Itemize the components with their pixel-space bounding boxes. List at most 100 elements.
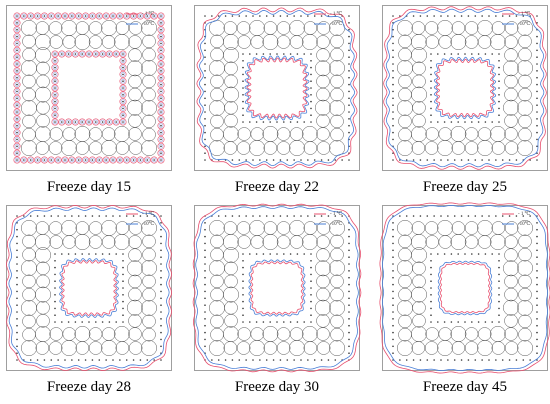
freeze-pipe <box>146 159 149 161</box>
freeze-pipe <box>16 28 18 31</box>
freeze-pipe <box>430 300 432 303</box>
frozen-zone-10 <box>14 48 20 53</box>
freeze-pipe <box>71 159 73 161</box>
freeze-pipe <box>16 228 18 231</box>
freeze-pipe <box>498 94 500 96</box>
frozen-zone-10 <box>107 119 112 125</box>
freeze-pipe <box>249 253 251 255</box>
freeze-pipe <box>484 321 487 323</box>
freeze-pipe <box>204 283 206 286</box>
frozen-zone-1 <box>157 135 165 143</box>
freeze-pipe <box>74 53 77 55</box>
soil-cavity <box>142 287 156 302</box>
frozen-zone-1 <box>13 101 21 109</box>
freeze-pipe <box>119 15 121 17</box>
freeze-pipe <box>160 118 162 120</box>
freeze-pipe <box>122 300 124 303</box>
frozen-zone-10 <box>100 119 105 125</box>
freeze-pipe <box>112 159 114 161</box>
frozen-zone-10 <box>110 157 116 163</box>
frozen-zone-10 <box>158 75 164 80</box>
legend-label: - 1 ℃ <box>142 211 155 217</box>
freeze-pipe <box>204 111 206 113</box>
soil-cavity <box>303 141 318 155</box>
freeze-pipe <box>16 90 18 93</box>
frozen-zone-1 <box>13 142 21 150</box>
frozen-zone-1 <box>51 70 59 78</box>
freeze-pipe <box>160 318 162 320</box>
panel: - 1 ℃ -10℃ <box>5 204 173 372</box>
freeze-pipe <box>430 121 432 123</box>
freeze-pipe <box>54 273 56 276</box>
contour-10-inner <box>244 55 310 121</box>
freeze-pipe <box>467 215 470 217</box>
freeze-pipe <box>536 15 538 17</box>
freeze-pipe <box>498 60 500 62</box>
freeze-pipe <box>447 359 449 361</box>
frozen-zone-10 <box>158 109 164 115</box>
freeze-pipe <box>122 266 124 269</box>
freeze-pipe <box>481 159 483 161</box>
freeze-pipe <box>286 15 289 17</box>
freeze-pipe <box>310 294 312 296</box>
freeze-pipe <box>16 359 18 361</box>
freeze-pipe <box>430 287 432 289</box>
soil-cavity <box>21 20 37 36</box>
freeze-pipe <box>348 15 350 17</box>
freeze-pipe <box>327 215 330 217</box>
panel: - 1 ℃ -10℃ <box>6 5 172 171</box>
freeze-pipe <box>501 215 504 217</box>
freeze-pipe <box>477 53 480 55</box>
frozen-zone-1 <box>54 12 62 20</box>
soil-cavity <box>316 341 331 355</box>
soil-cavity <box>263 341 278 355</box>
freeze-pipe <box>50 15 53 17</box>
frozen-zone-10 <box>52 78 58 84</box>
freeze-pipe <box>262 253 265 255</box>
freeze-pipe <box>498 314 500 316</box>
frozen-zone-1 <box>75 156 83 164</box>
freeze-pipe <box>310 60 312 62</box>
freeze-pipe <box>491 53 493 55</box>
freeze-pipe <box>536 159 538 161</box>
freeze-pipe <box>457 121 459 123</box>
freeze-pipe <box>71 359 73 361</box>
soil-cavity <box>518 47 532 62</box>
freeze-pipe <box>279 215 282 217</box>
freeze-pipe <box>286 359 289 361</box>
freeze-pipe <box>160 83 162 86</box>
soil-cavity <box>397 140 413 156</box>
freeze-pipe <box>430 294 432 296</box>
freeze-pipe <box>412 359 415 361</box>
freeze-pipe <box>405 159 408 161</box>
freeze-pipe <box>348 297 350 300</box>
frozen-zone-1 <box>99 50 107 58</box>
freeze-pipe <box>160 152 162 154</box>
freeze-pipe <box>450 53 453 55</box>
freeze-pipe <box>491 253 493 255</box>
freeze-pipe <box>392 352 394 354</box>
soil-cavity <box>223 141 238 155</box>
freeze-pipe <box>122 253 124 255</box>
frozen-zone-10 <box>49 13 54 19</box>
soil-cavity <box>48 341 63 355</box>
soil-cavity <box>141 100 157 116</box>
freeze-pipe <box>95 121 97 123</box>
freeze-pipe <box>536 111 538 113</box>
freeze-pipe <box>64 359 66 361</box>
frozen-zone-1 <box>82 156 90 164</box>
soil-cavity <box>210 314 224 329</box>
freeze-pipe <box>245 215 247 217</box>
freeze-pipe <box>488 15 490 17</box>
freeze-pipe <box>433 215 435 217</box>
freeze-pipe <box>160 256 162 258</box>
freeze-pipe <box>392 228 394 231</box>
soil-cavity <box>21 220 37 236</box>
soil-cavity <box>329 220 345 236</box>
freeze-pipe <box>54 300 56 303</box>
frozen-zone-10 <box>14 41 20 46</box>
freeze-pipe <box>160 263 162 265</box>
soil-cavity <box>35 341 50 355</box>
freeze-pipe <box>310 280 312 282</box>
freeze-pipe <box>392 131 394 134</box>
